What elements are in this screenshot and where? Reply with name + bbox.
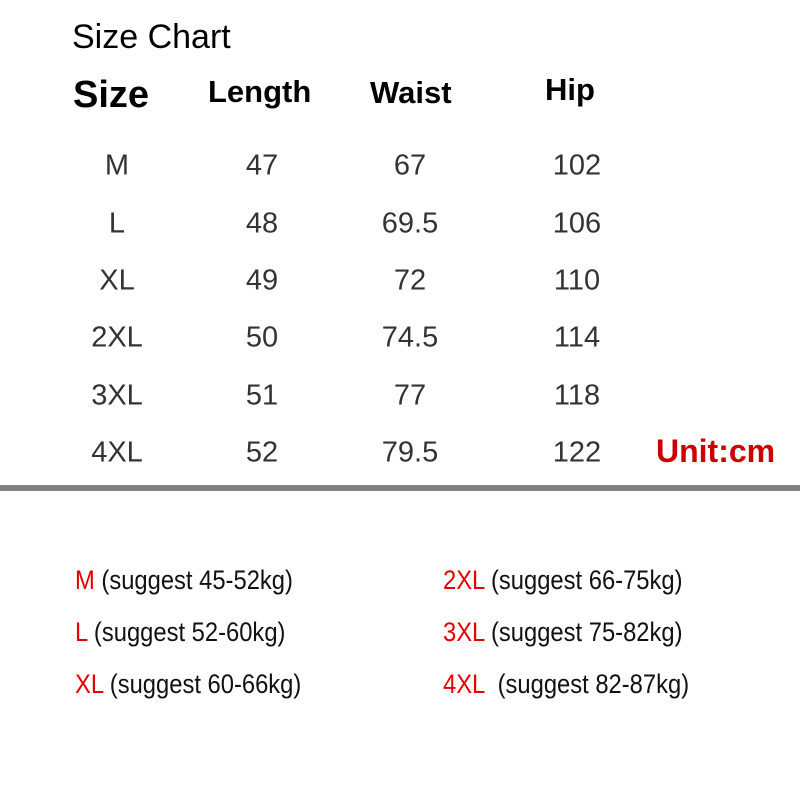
header-hip: Hip xyxy=(545,72,595,107)
suggestion-text: (suggest 75-82kg) xyxy=(484,617,683,647)
cell-length: 50 xyxy=(245,321,279,354)
divider xyxy=(0,485,800,491)
cell-hip: 118 xyxy=(553,379,601,412)
cell-length: 48 xyxy=(245,207,279,240)
suggestion-item: L (suggest 52-60kg) xyxy=(75,617,285,648)
suggestion-text: (suggest 82-87kg) xyxy=(484,669,690,699)
suggestion-text: (suggest 45-52kg) xyxy=(94,565,293,595)
cell-size: M xyxy=(104,149,130,182)
cell-waist: 79.5 xyxy=(381,436,439,469)
cell-length: 47 xyxy=(245,149,279,182)
suggestion-text: (suggest 66-75kg) xyxy=(484,565,683,595)
cell-waist: 72 xyxy=(393,264,427,297)
suggestion-text: (suggest 52-60kg) xyxy=(87,617,286,647)
cell-size: 4XL xyxy=(91,436,143,469)
suggestion-size: 2XL xyxy=(443,565,485,595)
suggestion-size: 4XL xyxy=(443,669,485,699)
suggestion-item: 2XL (suggest 66-75kg) xyxy=(443,565,683,596)
cell-length: 52 xyxy=(245,436,279,469)
suggestion-item: XL (suggest 60-66kg) xyxy=(75,669,301,700)
cell-hip: 114 xyxy=(553,321,601,354)
header-length: Length xyxy=(208,74,312,109)
cell-size: 2XL xyxy=(91,321,143,354)
suggestion-size: M xyxy=(75,565,95,595)
suggestion-size: 3XL xyxy=(443,617,485,647)
suggestion-item: 3XL (suggest 75-82kg) xyxy=(443,617,683,648)
suggestion-item: 4XL (suggest 82-87kg) xyxy=(443,669,689,700)
cell-hip: 106 xyxy=(552,207,602,240)
cell-length: 49 xyxy=(245,264,279,297)
suggestion-item: M (suggest 45-52kg) xyxy=(75,565,293,596)
cell-size: 3XL xyxy=(91,379,143,412)
header-waist: Waist xyxy=(370,75,452,110)
cell-hip: 122 xyxy=(552,436,602,469)
cell-waist: 69.5 xyxy=(381,207,439,240)
cell-hip: 110 xyxy=(553,264,601,297)
cell-hip: 102 xyxy=(552,149,602,182)
suggestion-text: (suggest 60-66kg) xyxy=(103,669,302,699)
cell-waist: 77 xyxy=(393,379,427,412)
cell-size: L xyxy=(108,207,126,240)
page-title: Size Chart xyxy=(72,18,231,56)
suggestion-size: L xyxy=(75,617,88,647)
cell-waist: 67 xyxy=(393,149,427,182)
suggestion-size: XL xyxy=(75,669,104,699)
cell-size: XL xyxy=(99,264,135,297)
header-size: Size xyxy=(73,74,150,116)
cell-length: 51 xyxy=(245,379,279,412)
unit-label: Unit:cm xyxy=(656,433,776,469)
cell-waist: 74.5 xyxy=(381,321,439,354)
